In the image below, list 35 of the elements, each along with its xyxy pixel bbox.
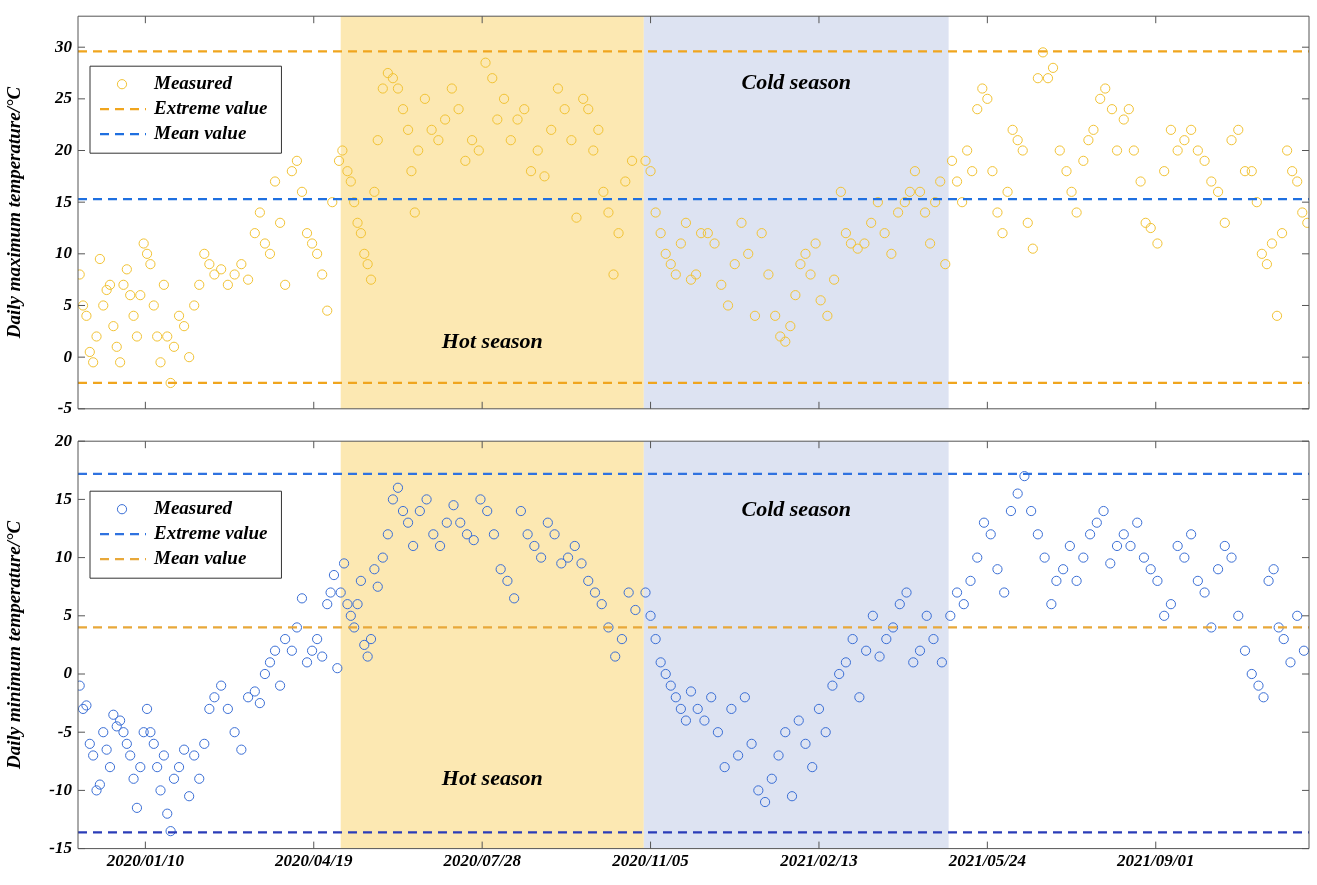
y-tick-label: -10 — [49, 779, 73, 799]
band-label: Hot season — [440, 765, 543, 791]
y-tick-label: 20 — [54, 139, 73, 159]
legend-label: Measured — [153, 72, 233, 94]
y-tick-label: 5 — [63, 294, 73, 314]
y-tick-label: 20 — [54, 430, 73, 450]
y-tick-label: 25 — [54, 88, 73, 108]
x-tick-label: 2020/01/10 — [105, 851, 185, 871]
x-tick-label: 2021/05/24 — [947, 851, 1027, 871]
legend-label: Extreme value — [153, 97, 269, 119]
x-tick-label: 2020/07/28 — [442, 851, 522, 871]
x-tick-label: 2021/02/13 — [779, 851, 859, 871]
y-axis-title: Daily minimum temperature/°C — [3, 520, 25, 771]
legend-label: Measured — [153, 497, 233, 519]
y-tick-label: -15 — [49, 837, 73, 857]
x-tick-label: 2021/09/01 — [1116, 851, 1195, 871]
y-tick-label: 10 — [55, 243, 73, 263]
x-tick-label: 2020/04/19 — [274, 851, 353, 871]
legend-label: Mean value — [153, 547, 247, 569]
y-tick-label: 0 — [63, 663, 73, 683]
y-tick-label: -5 — [57, 721, 73, 741]
y-tick-label: 5 — [63, 605, 73, 625]
x-tick-label: 2020/11/05 — [611, 851, 690, 871]
y-tick-label: 15 — [55, 191, 73, 211]
y-tick-label: 10 — [55, 546, 73, 566]
y-tick-label: 0 — [63, 346, 73, 366]
legend-label: Mean value — [153, 122, 247, 144]
legend-label: Extreme value — [153, 522, 269, 544]
y-tick-label: 30 — [54, 36, 73, 56]
y-axis-title: Daily maximum temperature/°C — [3, 86, 25, 340]
band-label: Cold season — [741, 496, 851, 522]
band-label: Cold season — [741, 68, 851, 94]
y-tick-label: 15 — [55, 488, 73, 508]
band-label: Hot season — [440, 327, 543, 353]
y-tick-label: -5 — [57, 398, 73, 418]
